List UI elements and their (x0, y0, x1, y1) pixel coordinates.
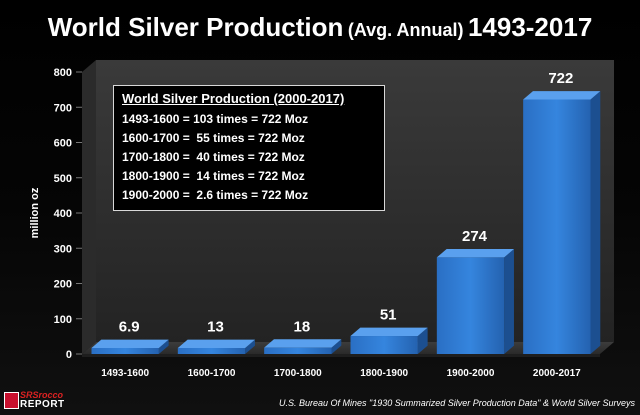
bar-top-face (436, 249, 514, 258)
bar-front-face (523, 99, 591, 355)
title-main: World Silver Production (47, 12, 344, 42)
x-tick-label: 1600-1700 (188, 368, 236, 379)
y-tick-label: 0 (66, 349, 72, 361)
bar-side-face (504, 249, 514, 354)
logo-mark-icon (4, 392, 19, 409)
srsrocco-logo: SRSrocco REPORT (4, 388, 70, 412)
bar-top-face (523, 91, 601, 100)
title-subtitle: (Avg. Annual) (347, 20, 464, 40)
bar-value-label: 13 (207, 319, 224, 336)
bar-value-label: 722 (548, 70, 573, 87)
bar-top-face (177, 339, 255, 348)
info-box-heading: World Silver Production (2000-2017) (122, 91, 345, 106)
bar-1493-1600: 6.9 (91, 319, 169, 354)
y-tick-label: 400 (54, 208, 72, 220)
info-box-line: 1493-1600 = 103 times = 722 Moz (122, 112, 309, 126)
bar-side-face (158, 339, 169, 354)
bar-top-face (91, 339, 169, 348)
bar-front-face (436, 257, 505, 354)
chart-side-wall (82, 60, 96, 354)
bar-value-label: 18 (293, 318, 310, 335)
logo-text-top: SRSrocco (20, 390, 64, 400)
info-box-line: 1800-1900 = 14 times = 722 Moz (122, 169, 305, 183)
info-box-line: 1900-2000 = 2.6 times = 722 Moz (122, 188, 309, 202)
y-axis-label: million oz (29, 187, 41, 238)
bar-1900-2000: 274 (436, 228, 514, 354)
chart-title: World Silver Production (Avg. Annual) 14… (0, 12, 640, 43)
bar-value-label: 274 (462, 228, 488, 245)
bar-side-face (417, 327, 428, 354)
bar-front-face (91, 348, 159, 354)
info-box-line: 1600-1700 = 55 times = 722 Moz (122, 131, 305, 145)
x-tick-label: 1800-1900 (360, 368, 408, 379)
bar-side-face (331, 339, 342, 354)
bar-1700-1800: 18 (264, 318, 342, 354)
y-tick-label: 700 (54, 102, 72, 114)
bar-1600-1700: 13 (177, 319, 255, 354)
bar-front-face (177, 348, 246, 354)
bar-2000-2017: 722 (523, 70, 601, 355)
info-box-line: 1700-1800 = 40 times = 722 Moz (122, 150, 305, 164)
x-tick-label: 1900-2000 (447, 368, 495, 379)
y-tick-label: 100 (54, 314, 72, 326)
bar-value-label: 51 (380, 307, 397, 324)
bar-value-label: 6.9 (119, 319, 140, 336)
source-note: U.S. Bureau Of Mines "1930 Summarized Si… (278, 398, 635, 408)
bar-side-face (590, 91, 601, 354)
x-tick-label: 2000-2017 (533, 368, 581, 379)
bar-top-face (264, 339, 342, 348)
x-tick-label: 1493-1600 (101, 368, 149, 379)
logo-text-bottom: REPORT (20, 399, 65, 410)
bar-top-face (350, 327, 428, 337)
x-tick-label: 1700-1800 (274, 368, 322, 379)
bar-1800-1900: 51 (350, 307, 428, 354)
title-years: 1493-2017 (467, 12, 593, 42)
y-tick-label: 600 (54, 138, 72, 150)
info-box: World Silver Production (2000-2017) 1493… (113, 85, 385, 211)
bar-front-face (264, 347, 332, 354)
y-tick-label: 800 (54, 67, 72, 79)
y-tick-label: 500 (54, 173, 72, 185)
y-tick-label: 300 (54, 243, 72, 255)
y-tick-label: 200 (54, 279, 72, 291)
bar-side-face (245, 339, 255, 354)
chart-floor-edge (82, 354, 600, 357)
bar-front-face (350, 336, 418, 354)
